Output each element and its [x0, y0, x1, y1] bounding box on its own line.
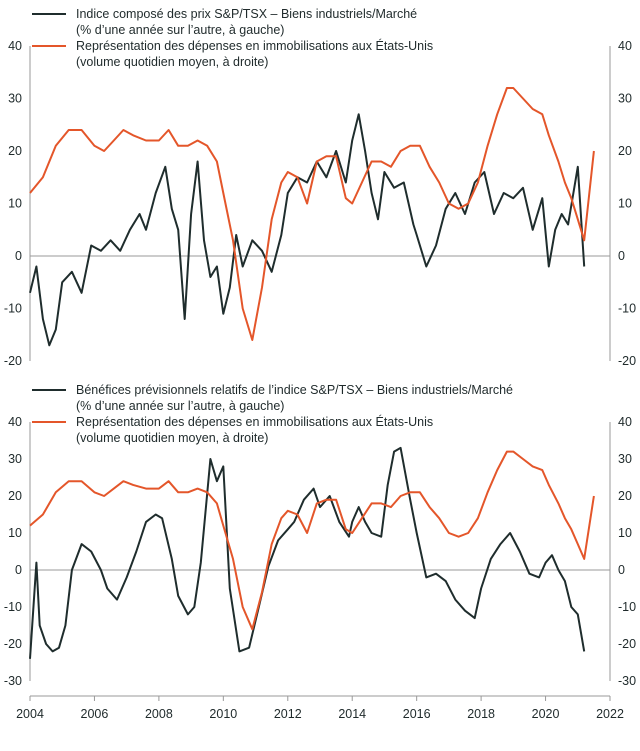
legend-item: Représentation des dépenses en immobilis… — [32, 38, 433, 70]
x-tick-label: 2012 — [274, 707, 302, 721]
y-tick-label-left: 20 — [8, 144, 22, 158]
x-tick-label: 2004 — [16, 707, 44, 721]
y-tick-label-right: 30 — [618, 452, 632, 466]
y-tick-label-right: 40 — [618, 415, 632, 429]
series-line-orange — [29, 87, 595, 341]
x-tick-label: 2010 — [209, 707, 237, 721]
series-line-orange — [29, 450, 595, 631]
y-tick-label-right: 40 — [618, 39, 632, 53]
x-tick-label: 2006 — [81, 707, 109, 721]
x-tick-label: 2018 — [467, 707, 495, 721]
y-tick-label-left: 0 — [15, 249, 22, 263]
y-tick-label-right: 20 — [618, 489, 632, 503]
legend-swatch-black — [32, 389, 66, 391]
legend-swatch-orange — [32, 421, 66, 423]
legend-item: Bénéfices prévisionnels relatifs de l’in… — [32, 382, 513, 414]
legend-label: Représentation des dépenses en immobilis… — [76, 39, 434, 69]
y-tick-label-left: 20 — [8, 489, 22, 503]
y-tick-label-left: 40 — [8, 39, 22, 53]
x-tick-label: 2016 — [403, 707, 431, 721]
x-tick-label: 2022 — [596, 707, 624, 721]
series-line-black — [29, 113, 586, 347]
y-tick-label-left: -10 — [4, 600, 22, 614]
legend-label: Bénéfices prévisionnels relatifs de l’in… — [76, 383, 514, 413]
y-tick-label-right: -20 — [618, 637, 636, 651]
legend-item: Représentation des dépenses en immobilis… — [32, 414, 513, 446]
x-tick-label: 2014 — [338, 707, 366, 721]
y-tick-label-right: 10 — [618, 526, 632, 540]
legend-swatch-black — [32, 13, 66, 15]
y-tick-label-left: 30 — [8, 452, 22, 466]
legend-item: Indice composé des prix S&P/TSX – Biens … — [32, 6, 433, 38]
y-tick-label-right: 20 — [618, 144, 632, 158]
y-tick-label-right: 30 — [618, 92, 632, 106]
x-tick-label: 2008 — [145, 707, 173, 721]
y-tick-label-left: 10 — [8, 197, 22, 211]
y-tick-label-right: 10 — [618, 197, 632, 211]
series-line-black — [29, 446, 586, 659]
y-tick-label-left: -30 — [4, 674, 22, 688]
y-tick-label-right: -20 — [618, 354, 636, 368]
y-tick-label-left: 10 — [8, 526, 22, 540]
y-tick-label-left: -20 — [4, 637, 22, 651]
legend-label: Indice composé des prix S&P/TSX – Biens … — [76, 7, 418, 37]
y-tick-label-left: -20 — [4, 354, 22, 368]
legend-label: Représentation des dépenses en immobilis… — [76, 415, 434, 445]
legend-chart1: Indice composé des prix S&P/TSX – Biens … — [32, 6, 433, 70]
legend-chart2: Bénéfices prévisionnels relatifs de l’in… — [32, 382, 513, 446]
y-tick-label-right: 0 — [618, 563, 625, 577]
y-tick-label-right: -30 — [618, 674, 636, 688]
y-tick-label-right: 0 — [618, 249, 625, 263]
legend-swatch-orange — [32, 45, 66, 47]
x-tick-label: 2020 — [532, 707, 560, 721]
y-tick-label-left: -10 — [4, 302, 22, 316]
y-tick-label-right: -10 — [618, 302, 636, 316]
y-tick-label-left: 0 — [15, 563, 22, 577]
y-tick-label-left: 30 — [8, 92, 22, 106]
y-tick-label-right: -10 — [618, 600, 636, 614]
y-tick-label-left: 40 — [8, 415, 22, 429]
